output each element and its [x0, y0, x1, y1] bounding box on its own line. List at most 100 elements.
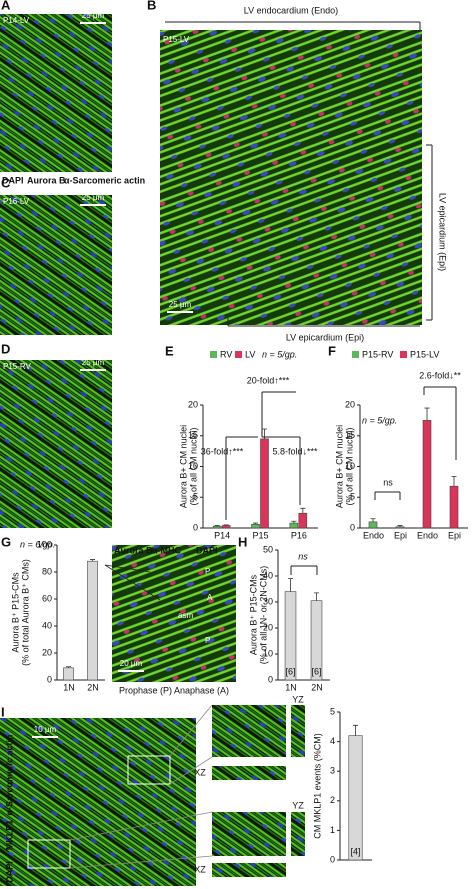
- annotation: n = 5/gp.: [262, 349, 297, 359]
- error-bar: [214, 525, 220, 527]
- view-label: YZ: [292, 800, 304, 810]
- error-bar: [300, 507, 306, 514]
- pointer: [104, 564, 161, 601]
- pointer: [104, 564, 151, 573]
- bar: [368, 521, 378, 529]
- scale-label: 25 μm: [82, 11, 105, 20]
- error-bar: [353, 724, 358, 736]
- legend-swatch: [235, 351, 242, 358]
- y-tick-label: 2: [330, 795, 335, 805]
- region-label: LV epicardium (Epi): [438, 193, 448, 271]
- bar: [221, 525, 231, 529]
- image-label: P14-LV: [3, 16, 30, 25]
- legend-entry: P15-LV: [410, 349, 439, 359]
- y-tick-label: 30: [263, 596, 273, 606]
- x-tick-label: 2N: [311, 682, 323, 692]
- annotation: 2.6-fold↓**: [419, 370, 461, 380]
- scale-label: 25 μm: [82, 193, 105, 202]
- image-label: P: [205, 567, 210, 576]
- scale-label: 20 μm: [120, 659, 143, 668]
- legend-swatch: [210, 351, 217, 358]
- legend-entry: Aurora B: [114, 545, 153, 555]
- scale-label: 25 μm: [169, 300, 192, 309]
- micrograph: [160, 30, 422, 325]
- micrograph: [212, 812, 286, 856]
- y-tick-label: 0: [350, 522, 355, 532]
- micrograph: [212, 705, 286, 757]
- y-tick-label: 20: [42, 647, 52, 657]
- error-bar: [451, 475, 457, 487]
- micrograph: [0, 718, 196, 886]
- y-axis-label: CM MKLP1 events (%CM): [312, 733, 322, 839]
- micrograph: [212, 863, 286, 877]
- pointer: [169, 756, 213, 785]
- x-tick-label: Endo: [363, 530, 384, 540]
- y-tick-label: 60: [42, 593, 52, 603]
- y-tick-label: 0: [193, 522, 198, 532]
- bar: [87, 560, 98, 681]
- panel-label: I: [1, 704, 5, 719]
- pointer: [169, 704, 213, 757]
- y-tick-label: 0: [268, 674, 273, 684]
- x-tick-label: 1N: [63, 682, 75, 692]
- legend-entry: α-MHC: [152, 545, 182, 555]
- x-tick-label: Epi: [448, 530, 461, 540]
- y-tick-label: 1: [330, 825, 335, 835]
- pointer: [69, 811, 213, 841]
- bar: [260, 438, 269, 529]
- y-axis-label: (% of total Aurora B⁺ CMs): [20, 559, 30, 666]
- annotation: ns: [383, 477, 393, 487]
- annotation: n = 6/gp.: [20, 539, 55, 549]
- annotation: 20-fold↑***: [247, 375, 290, 385]
- error-bar: [66, 666, 71, 668]
- micrograph: [0, 14, 112, 172]
- error-bar: [223, 524, 229, 526]
- y-tick-label: 4: [330, 736, 335, 746]
- y-tick-label: 50: [263, 544, 273, 554]
- y-tick-label: 80: [42, 566, 52, 576]
- y-axis-label: Aurora B⁺ P15-CMs: [10, 572, 20, 653]
- x-tick-label: Epi: [394, 530, 407, 540]
- bar: [251, 524, 260, 529]
- y-axis-label: Aurora B⁺ P15-CMs: [248, 574, 258, 655]
- micrograph: [291, 812, 305, 856]
- view-label: XZ: [194, 864, 206, 874]
- y-tick-label: 5: [350, 492, 355, 502]
- stain-label: MKLP1: [4, 820, 14, 851]
- x-tick-label: 1N: [285, 682, 297, 692]
- panel-label: E: [165, 343, 174, 358]
- micrograph: [0, 195, 112, 335]
- error-bar: [424, 407, 430, 421]
- y-tick-label: 10: [345, 461, 355, 471]
- x-tick-label: P16: [291, 530, 307, 540]
- micrograph: [112, 545, 236, 682]
- image-label: asm: [178, 611, 193, 620]
- stain-label: α-Sarcomeric actin: [4, 734, 14, 815]
- panel-label: D: [1, 341, 10, 356]
- scale-label: 10 μm: [34, 725, 57, 734]
- legend-entry: α-Sarcomeric actin: [64, 175, 145, 185]
- annotation: 36-fold↑***: [201, 446, 244, 456]
- y-tick-label: 0: [330, 854, 335, 864]
- legend-swatch: [352, 351, 359, 358]
- y-tick-label: 5: [330, 706, 335, 716]
- y-axis-label: Aurora B+ CM nuclei: [178, 425, 188, 508]
- image-label: P16-LV: [3, 197, 30, 206]
- n-label: [6]: [311, 666, 321, 676]
- region-label: LV endocardium (Endo): [244, 5, 338, 15]
- bar: [289, 522, 299, 529]
- bar: [422, 420, 432, 529]
- legend-entry: Aurora B: [27, 175, 66, 185]
- image-label: P: [205, 636, 210, 645]
- y-axis-label: (% of all CM nuclei): [188, 427, 198, 505]
- annotation: 5.8-fold↓***: [272, 446, 318, 456]
- error-bar: [288, 578, 293, 592]
- legend-swatch: [400, 351, 407, 358]
- roi: [27, 839, 71, 869]
- y-tick-label: 20: [345, 399, 355, 409]
- panel-label: F: [328, 343, 336, 358]
- panel-label: G: [1, 534, 11, 549]
- region-label: LV epicardium (Epi): [286, 332, 364, 342]
- y-tick-label: 40: [263, 570, 273, 580]
